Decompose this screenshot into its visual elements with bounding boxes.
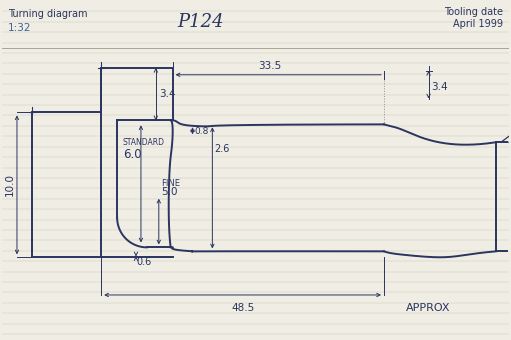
Text: 0.8: 0.8 — [195, 127, 209, 136]
Text: 3.4: 3.4 — [159, 89, 175, 99]
Text: STANDARD: STANDARD — [122, 138, 164, 147]
Text: Turning diagram: Turning diagram — [8, 9, 87, 19]
Text: 1:32: 1:32 — [8, 23, 32, 33]
Text: FINE: FINE — [161, 179, 180, 188]
Text: 33.5: 33.5 — [258, 61, 282, 71]
Text: P124: P124 — [177, 13, 224, 31]
Text: 0.6: 0.6 — [136, 257, 152, 267]
Text: 5.0: 5.0 — [161, 187, 177, 197]
Text: 10.0: 10.0 — [5, 173, 15, 197]
Text: APPROX: APPROX — [406, 303, 451, 313]
Text: 2.6: 2.6 — [214, 144, 230, 154]
Text: 48.5: 48.5 — [231, 303, 254, 313]
Text: Tooling date
April 1999: Tooling date April 1999 — [444, 7, 503, 29]
Text: 3.4: 3.4 — [432, 82, 448, 92]
Text: 6.0: 6.0 — [123, 148, 142, 161]
